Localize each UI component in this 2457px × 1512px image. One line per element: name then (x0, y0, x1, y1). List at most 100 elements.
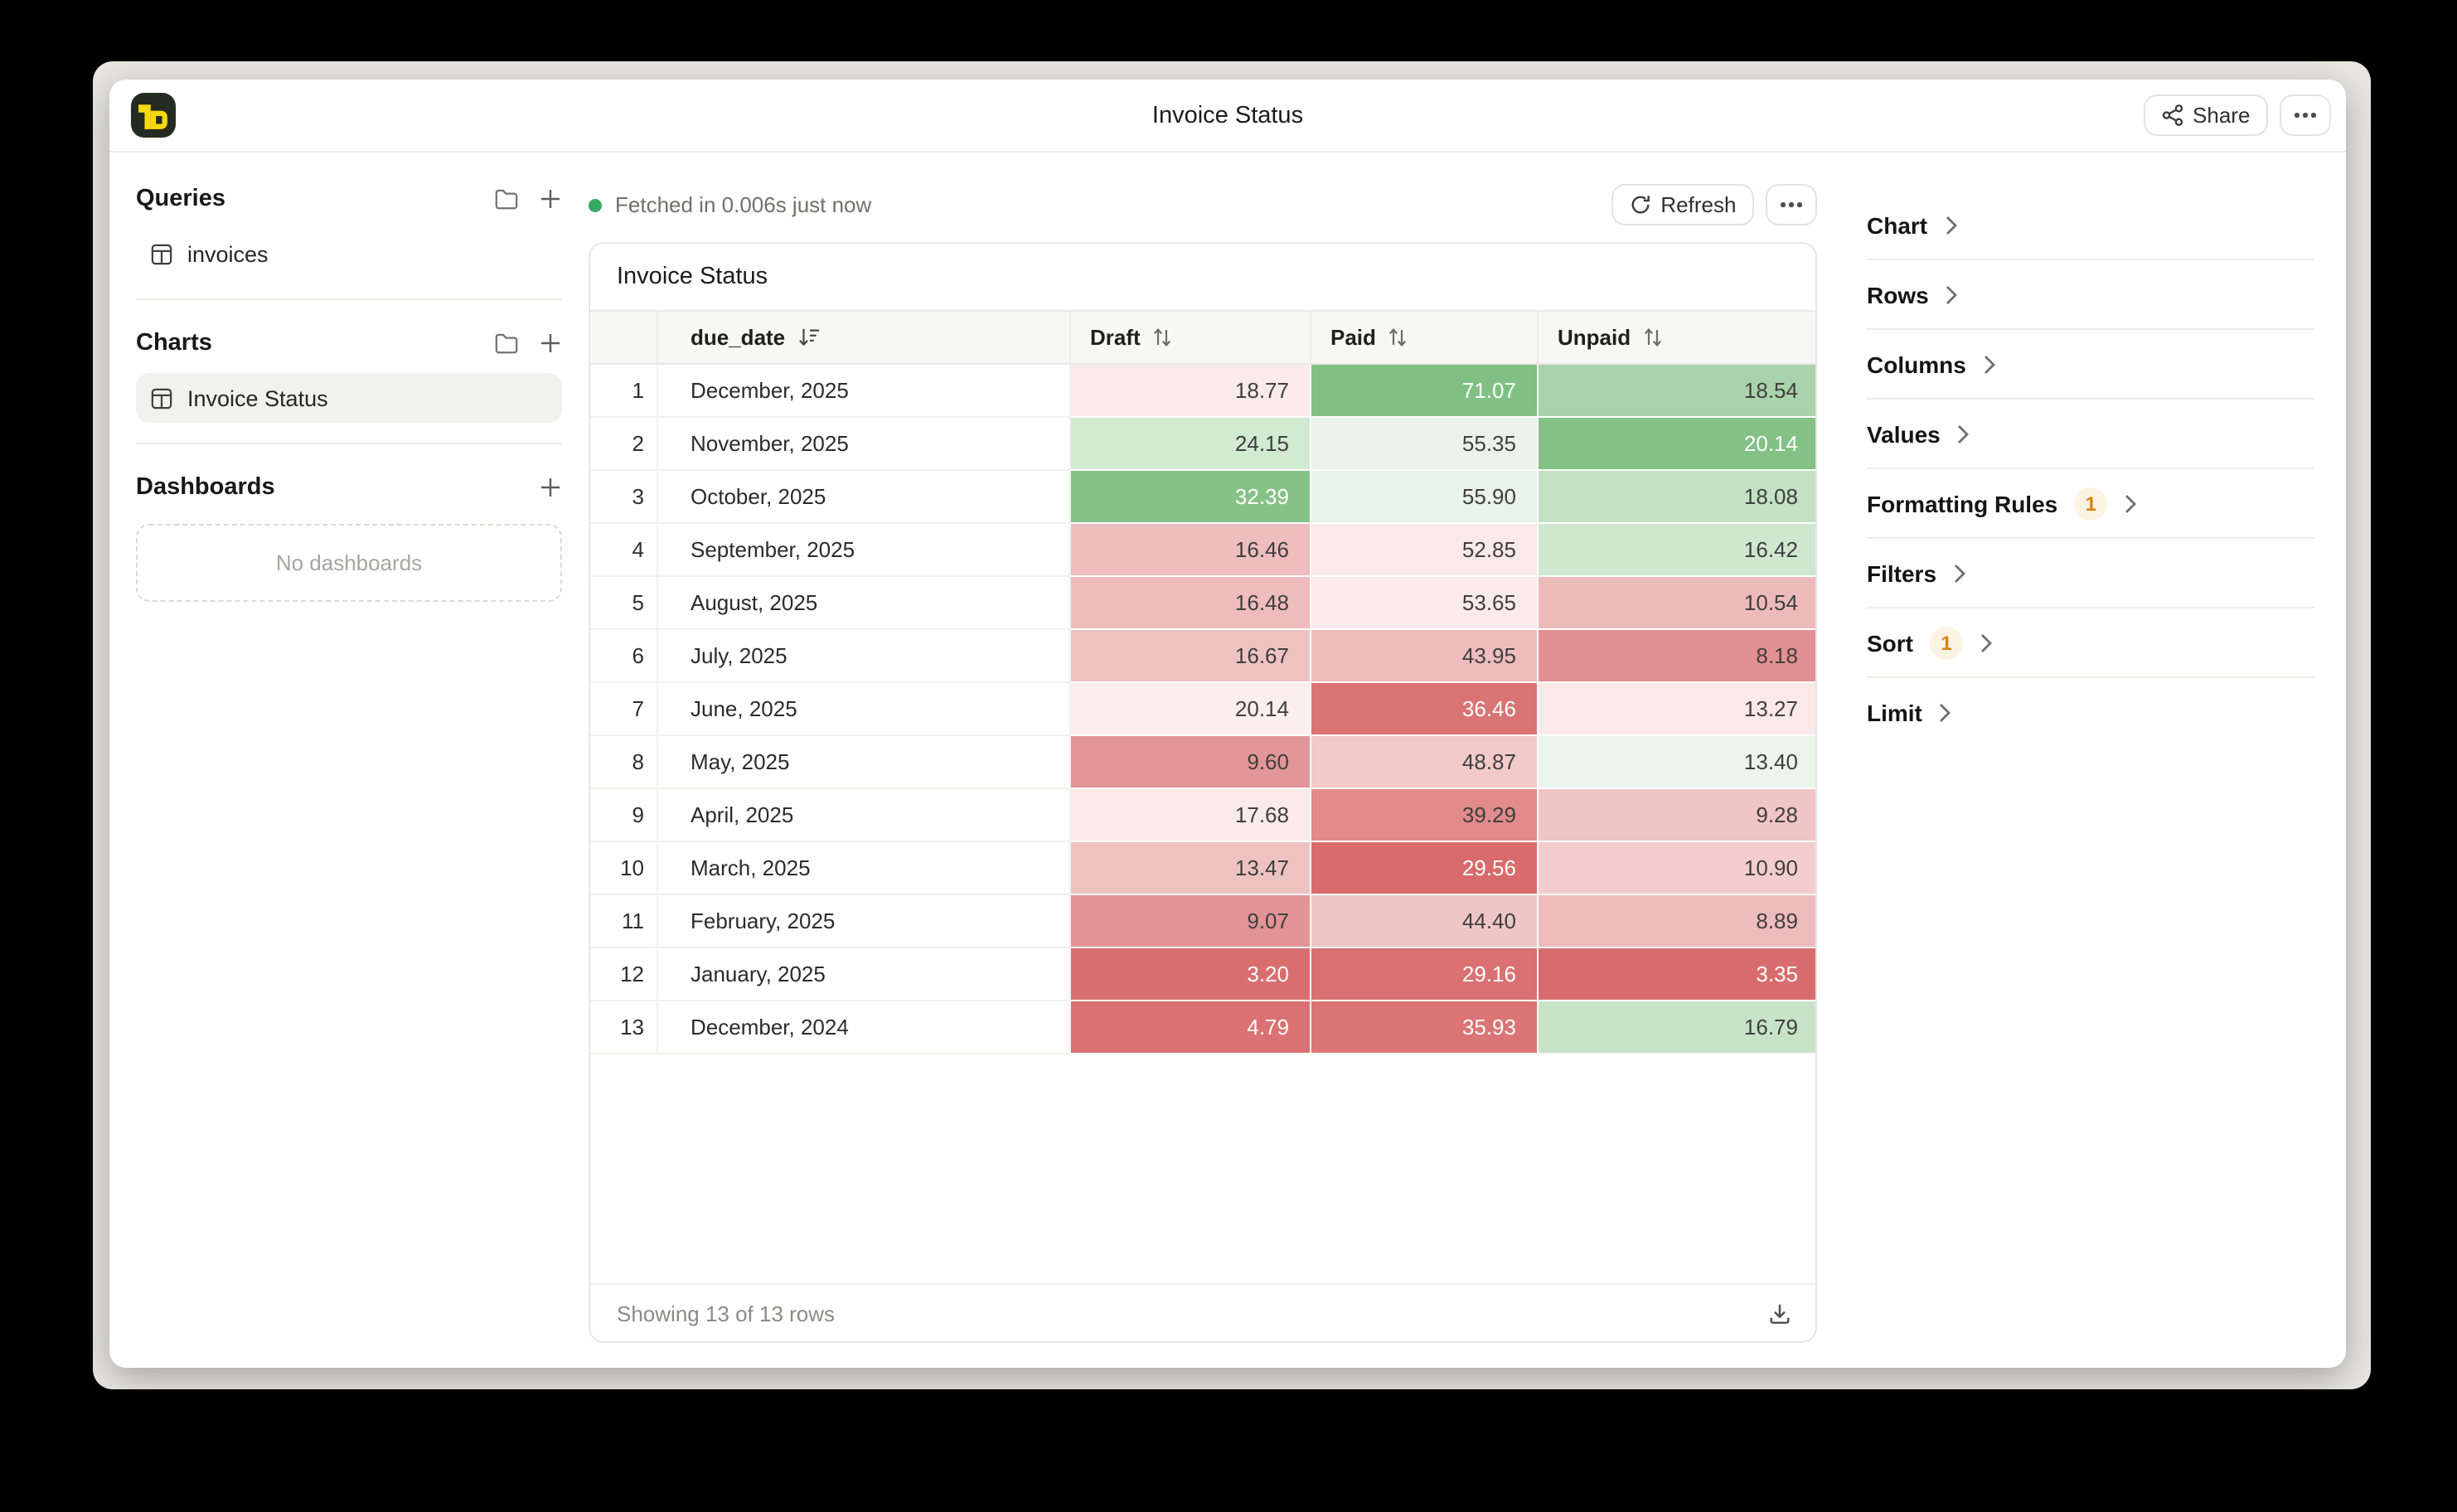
inspector-item-values[interactable]: Values (1867, 400, 2314, 469)
paid-value-cell[interactable]: 53.65 (1310, 576, 1538, 630)
table-row[interactable]: 7 June, 2025 20.14 36.46 13.27 (590, 682, 1815, 736)
unpaid-value-cell[interactable]: 18.54 (1537, 364, 1815, 418)
draft-value-cell[interactable]: 4.79 (1069, 1001, 1311, 1054)
refresh-button-label: Refresh (1660, 192, 1737, 217)
due-date-cell[interactable]: September, 2025 (657, 523, 1070, 577)
table-row[interactable]: 4 September, 2025 16.46 52.85 16.42 (590, 523, 1815, 577)
table-row[interactable]: 1 December, 2025 18.77 71.07 18.54 (590, 364, 1815, 418)
table-row[interactable]: 3 October, 2025 32.39 55.90 18.08 (590, 470, 1815, 524)
unpaid-value-cell[interactable]: 8.18 (1537, 629, 1815, 683)
table-row[interactable]: 6 July, 2025 16.67 43.95 8.18 (590, 629, 1815, 683)
column-header-unpaid[interactable]: Unpaid (1536, 310, 1815, 365)
paid-value-cell[interactable]: 29.16 (1310, 947, 1538, 1001)
sidebar-item-invoice-status[interactable]: Invoice Status (136, 373, 562, 423)
unpaid-value-cell[interactable]: 13.27 (1537, 682, 1815, 736)
column-header-draft[interactable]: Draft (1069, 310, 1310, 365)
download-button[interactable] (1767, 1301, 1792, 1325)
paid-value-cell[interactable]: 55.35 (1310, 417, 1538, 471)
draft-value-cell[interactable]: 16.67 (1069, 629, 1311, 683)
table-row[interactable]: 9 April, 2025 17.68 39.29 9.28 (590, 788, 1815, 842)
due-date-cell[interactable]: March, 2025 (657, 841, 1070, 895)
refresh-button[interactable]: Refresh (1611, 184, 1755, 225)
due-date-cell[interactable]: April, 2025 (657, 788, 1070, 842)
draft-value-cell[interactable]: 17.68 (1069, 788, 1311, 842)
unpaid-value-cell[interactable]: 8.89 (1537, 894, 1815, 948)
sidebar-item-invoices[interactable]: invoices (136, 229, 562, 279)
add-dashboard-button[interactable] (539, 476, 562, 499)
paid-value-cell[interactable]: 52.85 (1310, 523, 1538, 577)
table-row[interactable]: 10 March, 2025 13.47 29.56 10.90 (590, 841, 1815, 895)
unpaid-value-cell[interactable]: 3.35 (1537, 947, 1815, 1001)
app-window: Invoice Status Share (109, 80, 2346, 1368)
draft-value-cell[interactable]: 16.48 (1069, 576, 1311, 630)
due-date-cell[interactable]: July, 2025 (657, 629, 1070, 683)
due-date-cell[interactable]: October, 2025 (657, 470, 1070, 524)
column-header-paid[interactable]: Paid (1309, 310, 1537, 365)
query-more-button[interactable] (1766, 184, 1817, 225)
paid-value-cell[interactable]: 55.90 (1310, 470, 1538, 524)
paid-value-cell[interactable]: 39.29 (1310, 788, 1538, 842)
unpaid-value-cell[interactable]: 13.40 (1537, 735, 1815, 789)
inspector-item-limit[interactable]: Limit (1867, 678, 2314, 748)
draft-value-cell[interactable]: 13.47 (1069, 841, 1311, 895)
table-row[interactable]: 5 August, 2025 16.48 53.65 10.54 (590, 576, 1815, 630)
draft-value-cell[interactable]: 18.77 (1069, 364, 1311, 418)
paid-value-cell[interactable]: 71.07 (1310, 364, 1538, 418)
draft-value-cell[interactable]: 9.60 (1069, 735, 1311, 789)
due-date-cell[interactable]: December, 2024 (657, 1001, 1070, 1054)
unpaid-value-cell[interactable]: 10.90 (1537, 841, 1815, 895)
unpaid-value-cell[interactable]: 20.14 (1537, 417, 1815, 471)
paid-value-cell[interactable]: 44.40 (1310, 894, 1538, 948)
paid-value-cell[interactable]: 29.56 (1310, 841, 1538, 895)
paid-value-cell[interactable]: 43.95 (1310, 629, 1538, 683)
unpaid-value-cell[interactable]: 10.54 (1537, 576, 1815, 630)
unpaid-value-cell[interactable]: 9.28 (1537, 788, 1815, 842)
inspector-item-chart[interactable]: Chart (1867, 191, 2314, 260)
inspector-item-formatting-rules[interactable]: Formatting Rules 1 (1867, 469, 2314, 539)
paid-value-cell[interactable]: 48.87 (1310, 735, 1538, 789)
inspector-item-sort[interactable]: Sort 1 (1867, 608, 2314, 678)
table-row[interactable]: 12 January, 2025 3.20 29.16 3.35 (590, 947, 1815, 1001)
due-date-cell[interactable]: June, 2025 (657, 682, 1070, 736)
draft-value-cell[interactable]: 16.46 (1069, 523, 1311, 577)
draft-value-cell[interactable]: 32.39 (1069, 470, 1311, 524)
due-date-cell[interactable]: November, 2025 (657, 417, 1070, 471)
draft-value-cell[interactable]: 24.15 (1069, 417, 1311, 471)
unpaid-value-cell[interactable]: 18.08 (1537, 470, 1815, 524)
paid-value-cell[interactable]: 35.93 (1310, 1001, 1538, 1054)
app-logo[interactable] (131, 93, 176, 138)
due-date-cell[interactable]: December, 2025 (657, 364, 1070, 418)
column-header-due-date[interactable]: due_date (656, 310, 1069, 365)
inspector-item-rows[interactable]: Rows (1867, 260, 2314, 330)
queries-folder-button[interactable] (494, 187, 519, 211)
table-row[interactable]: 13 December, 2024 4.79 35.93 16.79 (590, 1001, 1815, 1054)
ellipsis-icon (2295, 113, 2316, 118)
row-number-cell: 1 (590, 364, 657, 418)
charts-folder-button[interactable] (494, 332, 519, 355)
sort-toggle-icon (1388, 327, 1408, 348)
due-date-cell[interactable]: February, 2025 (657, 894, 1070, 948)
unpaid-value-cell[interactable]: 16.42 (1537, 523, 1815, 577)
due-date-cell[interactable]: August, 2025 (657, 576, 1070, 630)
inspector-item-filters[interactable]: Filters (1867, 539, 2314, 608)
add-query-button[interactable] (539, 187, 562, 211)
row-number-cell: 10 (590, 841, 657, 895)
window-more-button[interactable] (2280, 94, 2331, 136)
due-date-cell[interactable]: January, 2025 (657, 947, 1070, 1001)
paid-value-cell[interactable]: 36.46 (1310, 682, 1538, 736)
draft-value-cell[interactable]: 3.20 (1069, 947, 1311, 1001)
draft-value-cell[interactable]: 9.07 (1069, 894, 1311, 948)
dashboards-header: Dashboards (136, 474, 275, 501)
table-row[interactable]: 11 February, 2025 9.07 44.40 8.89 (590, 894, 1815, 948)
sidebar-item-label: Invoice Status (187, 385, 328, 410)
sort-descending-icon (797, 327, 820, 348)
unpaid-value-cell[interactable]: 16.79 (1537, 1001, 1815, 1054)
inspector-item-columns[interactable]: Columns (1867, 330, 2314, 400)
due-date-cell[interactable]: May, 2025 (657, 735, 1070, 789)
draft-value-cell[interactable]: 20.14 (1069, 682, 1311, 736)
chevron-right-icon (1980, 632, 1993, 652)
table-row[interactable]: 8 May, 2025 9.60 48.87 13.40 (590, 735, 1815, 789)
share-button[interactable]: Share (2143, 94, 2269, 136)
add-chart-button[interactable] (539, 332, 562, 355)
table-row[interactable]: 2 November, 2025 24.15 55.35 20.14 (590, 417, 1815, 471)
